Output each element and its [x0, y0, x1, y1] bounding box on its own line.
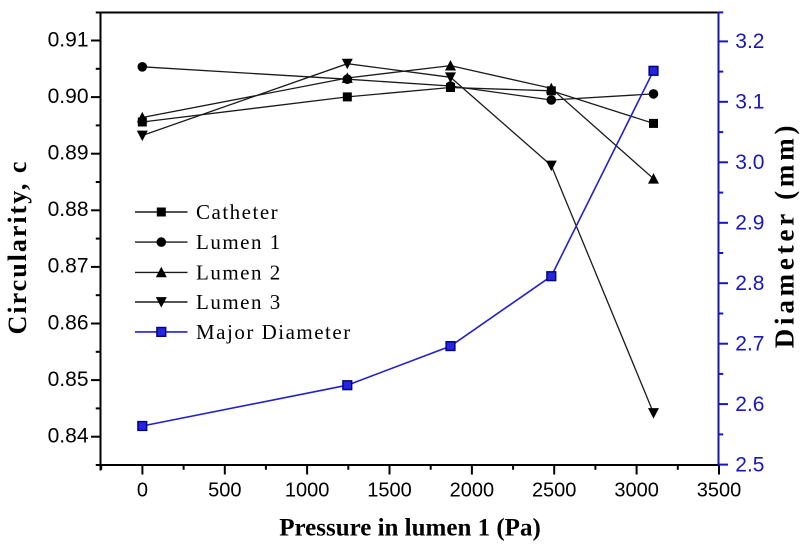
svg-text:0.84: 0.84: [48, 425, 89, 448]
svg-text:Lumen 1: Lumen 1: [196, 230, 282, 254]
svg-text:Diameter (mm): Diameter (mm): [770, 122, 800, 349]
svg-text:0.90: 0.90: [48, 85, 89, 108]
svg-text:0.88: 0.88: [48, 198, 89, 221]
svg-text:2.7: 2.7: [735, 332, 764, 355]
svg-text:Lumen 3: Lumen 3: [196, 290, 282, 314]
svg-text:2000: 2000: [450, 479, 495, 501]
svg-text:2.8: 2.8: [735, 272, 764, 295]
svg-text:1000: 1000: [285, 479, 330, 501]
svg-text:3.1: 3.1: [735, 91, 764, 114]
svg-text:Circularity, c: Circularity, c: [3, 160, 32, 335]
svg-text:3.0: 3.0: [735, 151, 764, 174]
svg-text:Pressure in lumen 1 (Pa): Pressure in lumen 1 (Pa): [279, 515, 541, 542]
svg-text:0: 0: [137, 479, 148, 501]
svg-text:1500: 1500: [367, 479, 412, 501]
svg-text:0.89: 0.89: [48, 142, 89, 165]
svg-text:3000: 3000: [614, 479, 659, 501]
svg-text:3.2: 3.2: [735, 30, 764, 53]
svg-text:Lumen 2: Lumen 2: [196, 260, 282, 284]
svg-text:2500: 2500: [532, 479, 577, 501]
svg-text:2.6: 2.6: [735, 393, 764, 416]
svg-text:3500: 3500: [697, 479, 742, 501]
svg-text:0.87: 0.87: [48, 255, 89, 278]
svg-text:0.85: 0.85: [48, 368, 89, 391]
svg-text:2.5: 2.5: [735, 453, 764, 476]
svg-text:0.91: 0.91: [48, 28, 89, 51]
svg-text:2.9: 2.9: [735, 212, 764, 235]
svg-text:Catheter: Catheter: [196, 200, 279, 224]
svg-text:500: 500: [208, 479, 241, 501]
svg-text:0.86: 0.86: [48, 311, 89, 334]
svg-text:Major Diameter: Major Diameter: [196, 320, 352, 344]
